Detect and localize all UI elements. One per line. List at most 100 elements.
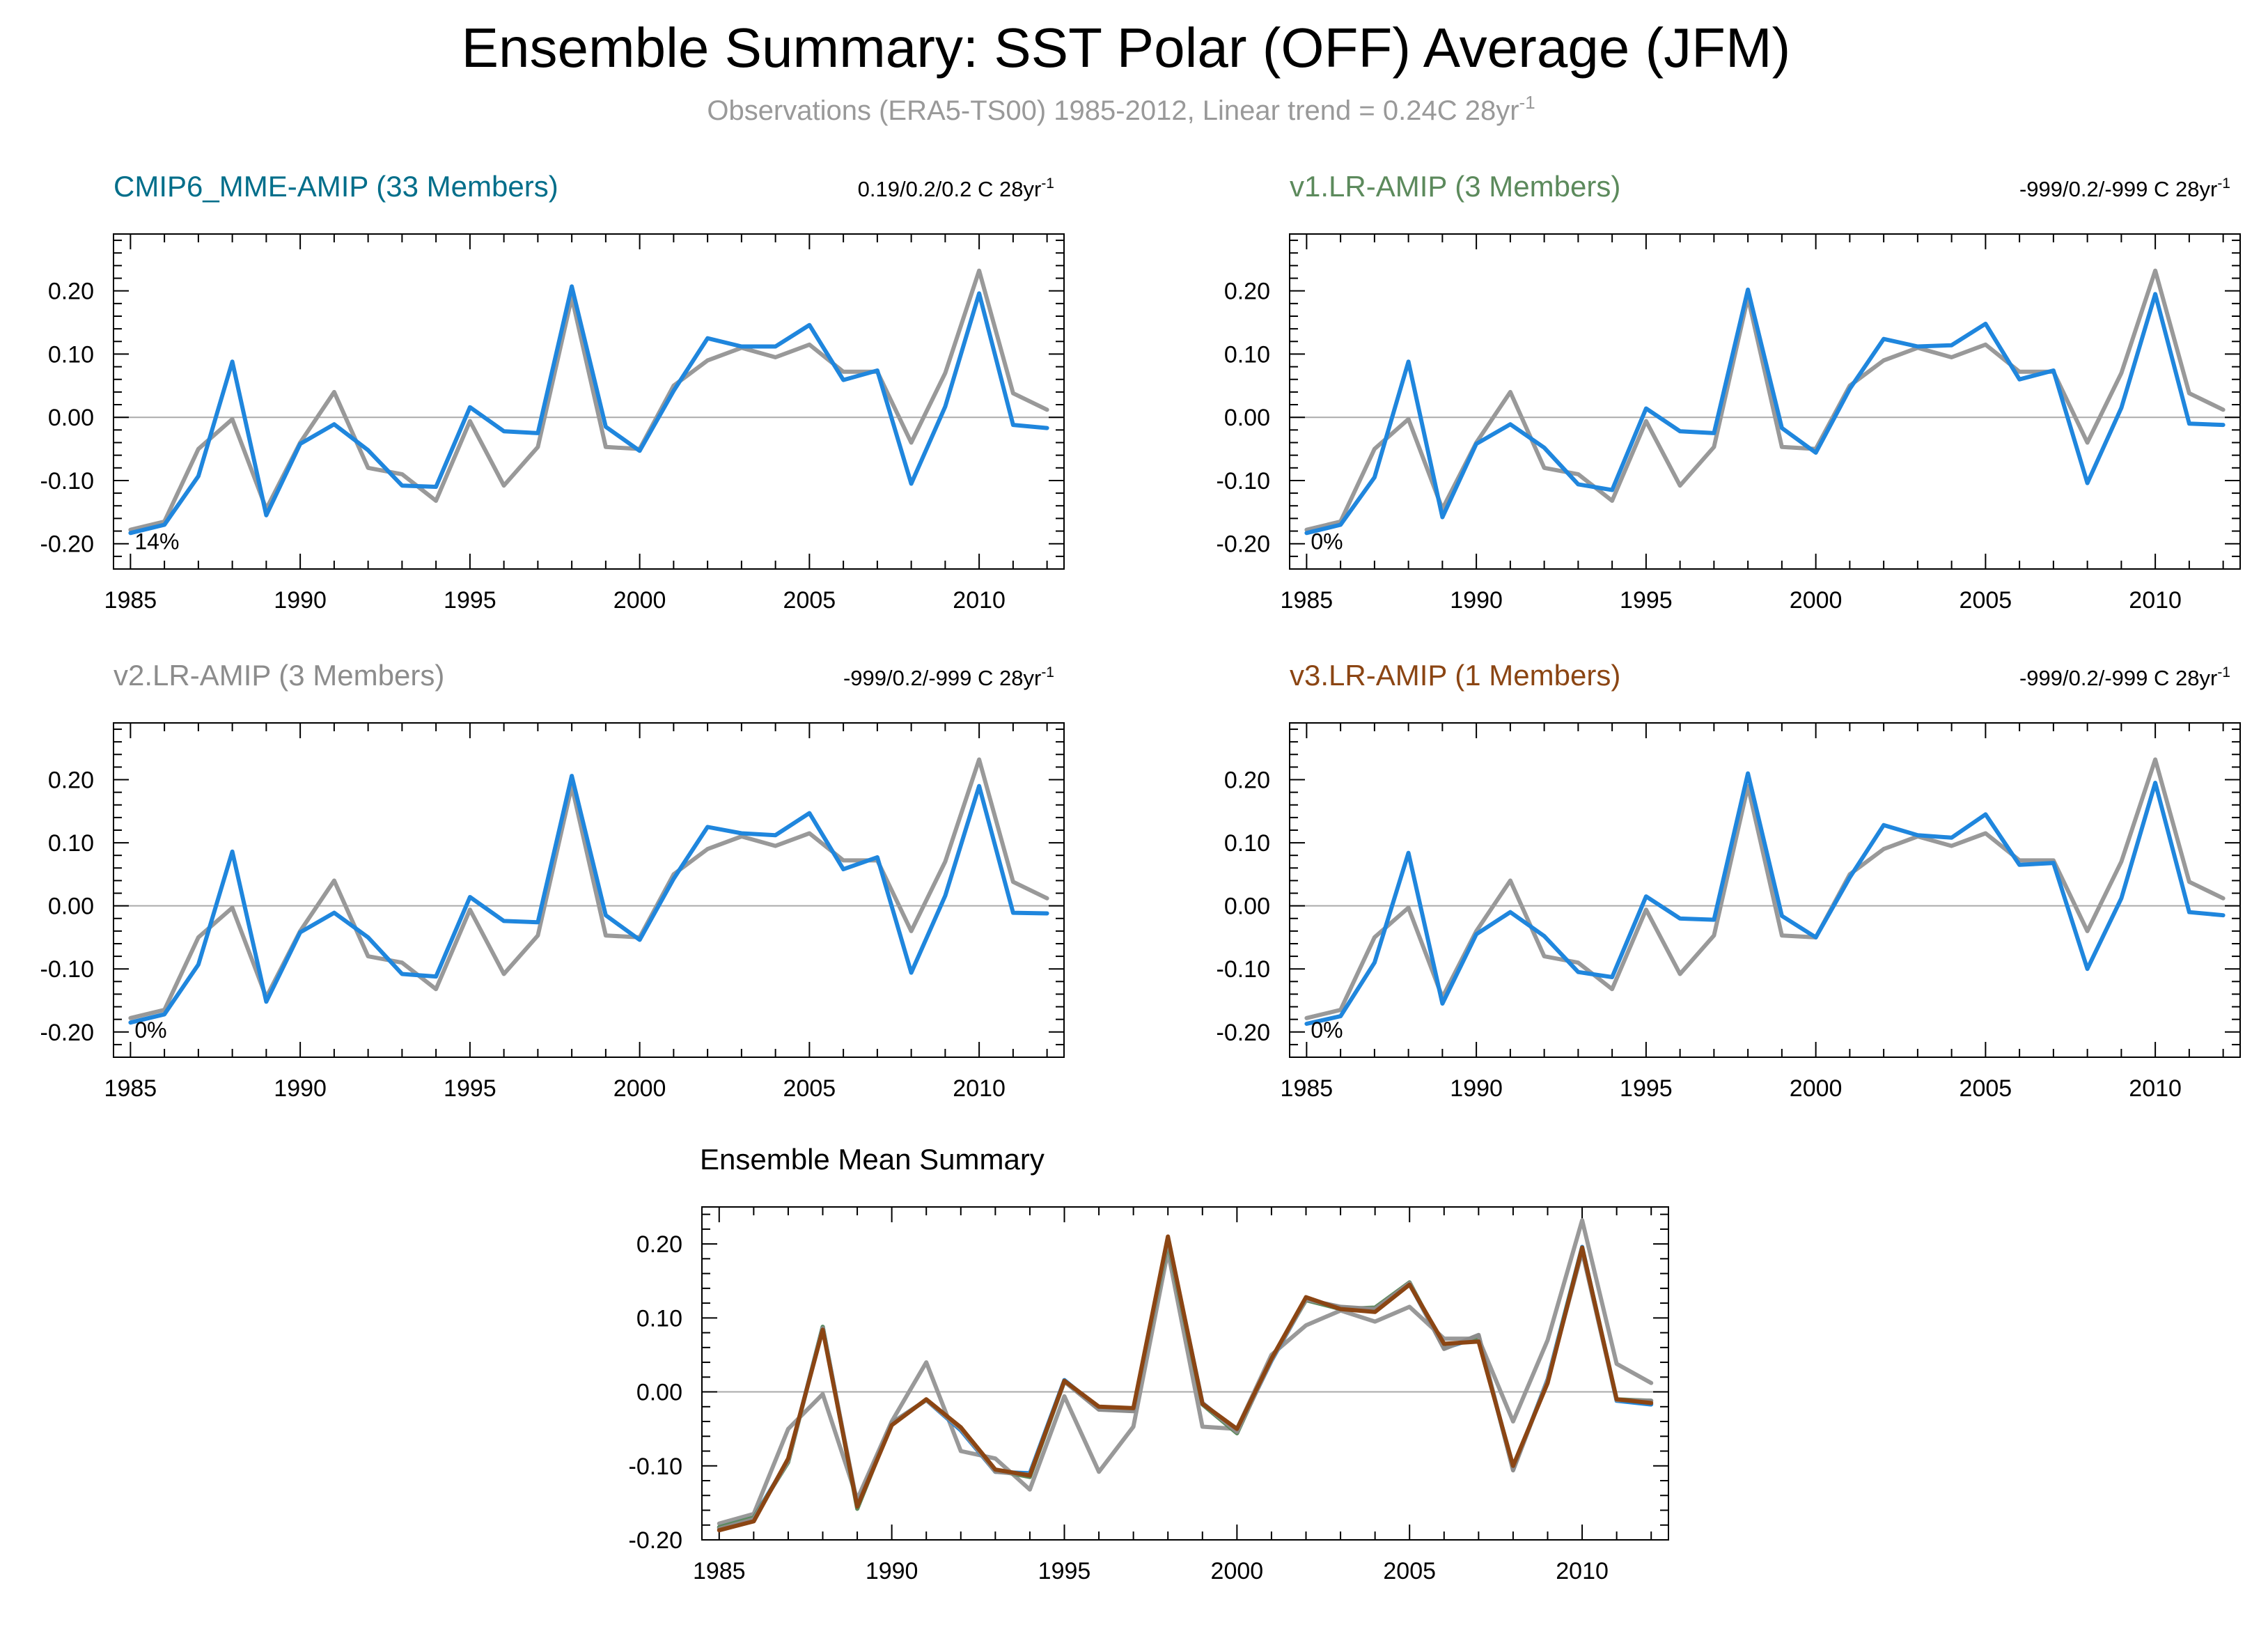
trend-label-sup: -1 [1041,176,1054,192]
y-tick-label: 0.10 [48,341,94,368]
plot-frame [1289,722,2241,1058]
panel-cmip6: -0.20 -0.10 0.00 0.10 0.20 1985 1990 1995 2000 20… [40,170,1065,614]
trend-label: -999/0.2/-999 C 28yr-1 [2019,176,2230,201]
x-tick-label: 1995 [444,587,496,614]
x-tick-label: 2005 [1960,587,2012,614]
panel-title: v2.LR-AMIP (3 Members) [114,659,444,692]
series-line-v1-lr-amip [717,1240,1654,1529]
y-tick-label: -0.10 [1217,956,1271,983]
plot-frame [113,233,1065,570]
x-tick-label: 1995 [1620,1075,1673,1102]
x-tick-label: 2000 [613,1075,666,1102]
series-line-cmip6-mme-amip [717,1236,1654,1529]
x-tick-label: 1990 [1450,1075,1503,1102]
y-tick-label: 0.00 [1224,405,1270,431]
series-line-observations [1304,268,2226,532]
y-tick-label: -0.10 [40,956,95,983]
panel-v3: -0.20 -0.10 0.00 0.10 0.20 1985 1990 1995 2000 20… [1217,659,2241,1102]
y-tick-label: 0.00 [48,894,94,920]
panel-mean: -0.20 -0.10 0.00 0.10 0.20 1985 1990 1995 2000 20… [629,1143,1669,1584]
y-tick-label: 0.20 [636,1231,682,1258]
trend-label-main: 0.19/0.2/0.2 C 28yr [858,177,1042,201]
x-tick-label: 2010 [1556,1558,1609,1584]
x-tick-label: 1985 [104,587,157,614]
figure-subtitle-sup: -1 [1519,92,1535,113]
trend-label-main: -999/0.2/-999 C 28yr [843,666,1041,690]
series-line-ensemble [128,284,1049,536]
x-tick-label: 2000 [1211,1558,1264,1584]
series-line-observations [1304,757,2226,1020]
y-tick-label: -0.20 [40,1020,95,1046]
panel-v1: -0.20 -0.10 0.00 0.10 0.20 1985 1990 1995 2000 20… [1217,170,2241,614]
x-tick-label: 2005 [1960,1075,2012,1102]
series-line-observations [128,268,1049,532]
x-tick-label: 2000 [1790,587,1843,614]
trend-label: 0.19/0.2/0.2 C 28yr-1 [858,176,1054,201]
percent-label: 0% [1311,529,1343,554]
x-tick-label: 1985 [104,1075,157,1102]
trend-label-sup: -1 [2217,664,2230,680]
figure-title: Ensemble Summary: SST Polar (OFF) Averag… [462,17,1791,79]
panels-group: -0.20 -0.10 0.00 0.10 0.20 1985 1990 1995 2000 20… [40,170,2241,1584]
x-tick-label: 1995 [1620,587,1673,614]
panel-title: Ensemble Mean Summary [700,1143,1045,1176]
y-tick-label: 0.20 [1224,279,1270,305]
panel-title: v1.LR-AMIP (3 Members) [1290,170,1620,203]
x-tick-label: 1995 [444,1075,496,1102]
y-tick-label: -0.10 [40,468,95,494]
y-tick-label: 0.20 [1224,767,1270,794]
percent-label: 0% [134,1018,166,1043]
x-tick-label: 2000 [1790,1075,1843,1102]
y-tick-label: 0.10 [1224,830,1270,857]
y-tick-label: 0.20 [48,279,94,305]
y-tick-label: 0.10 [48,830,94,857]
y-tick-label: 0.00 [1224,894,1270,920]
panel-title: v3.LR-AMIP (1 Members) [1290,659,1620,692]
trend-label: -999/0.2/-999 C 28yr-1 [2019,664,2230,690]
x-tick-label: 2005 [783,587,836,614]
x-tick-label: 1985 [1281,587,1334,614]
y-tick-label: -0.10 [1217,468,1271,494]
x-tick-label: 1990 [1450,587,1503,614]
x-tick-label: 2010 [953,587,1006,614]
series-line-observations [128,757,1049,1020]
plot-frame [701,1206,1669,1541]
series-line-v3-lr-amip [717,1234,1654,1533]
y-tick-label: 0.00 [636,1380,682,1406]
series-line-ensemble [1304,287,2226,536]
panel-v2: -0.20 -0.10 0.00 0.10 0.20 1985 1990 1995 2000 20… [40,659,1065,1102]
y-tick-label: -0.20 [40,531,95,558]
series-line-observations [717,1218,1654,1526]
x-tick-label: 2005 [783,1075,836,1102]
series-line-ensemble [1304,771,2226,1026]
y-tick-label: 0.20 [48,767,94,794]
x-tick-label: 1990 [866,1558,918,1584]
y-tick-label: -0.10 [629,1453,683,1480]
trend-label-main: -999/0.2/-999 C 28yr [2019,177,2217,201]
y-tick-label: -0.20 [1217,1020,1271,1046]
percent-label: 0% [1311,1018,1343,1043]
x-tick-label: 1990 [274,1075,327,1102]
x-tick-label: 1995 [1038,1558,1091,1584]
x-tick-label: 2005 [1383,1558,1436,1584]
x-tick-label: 1990 [274,587,327,614]
y-tick-label: -0.20 [629,1527,683,1554]
x-tick-label: 1985 [1281,1075,1334,1102]
x-tick-label: 1985 [693,1558,746,1584]
x-tick-label: 2010 [953,1075,1006,1102]
x-tick-label: 2010 [2129,587,2182,614]
figure-subtitle-main: Observations (ERA5-TS00) 1985-2012, Line… [707,95,1519,126]
y-tick-label: -0.20 [1217,531,1271,558]
panel-title: CMIP6_MME-AMIP (33 Members) [114,170,558,203]
trend-label: -999/0.2/-999 C 28yr-1 [843,664,1054,690]
y-tick-label: 0.10 [1224,341,1270,368]
y-tick-label: 0.00 [48,405,94,431]
plot-frame [113,722,1065,1058]
x-tick-label: 2010 [2129,1075,2182,1102]
trend-label-sup: -1 [2217,176,2230,192]
series-line-ensemble [128,774,1049,1025]
percent-label: 14% [134,529,179,554]
trend-label-main: -999/0.2/-999 C 28yr [2019,666,2217,690]
trend-label-sup: -1 [1041,664,1054,680]
